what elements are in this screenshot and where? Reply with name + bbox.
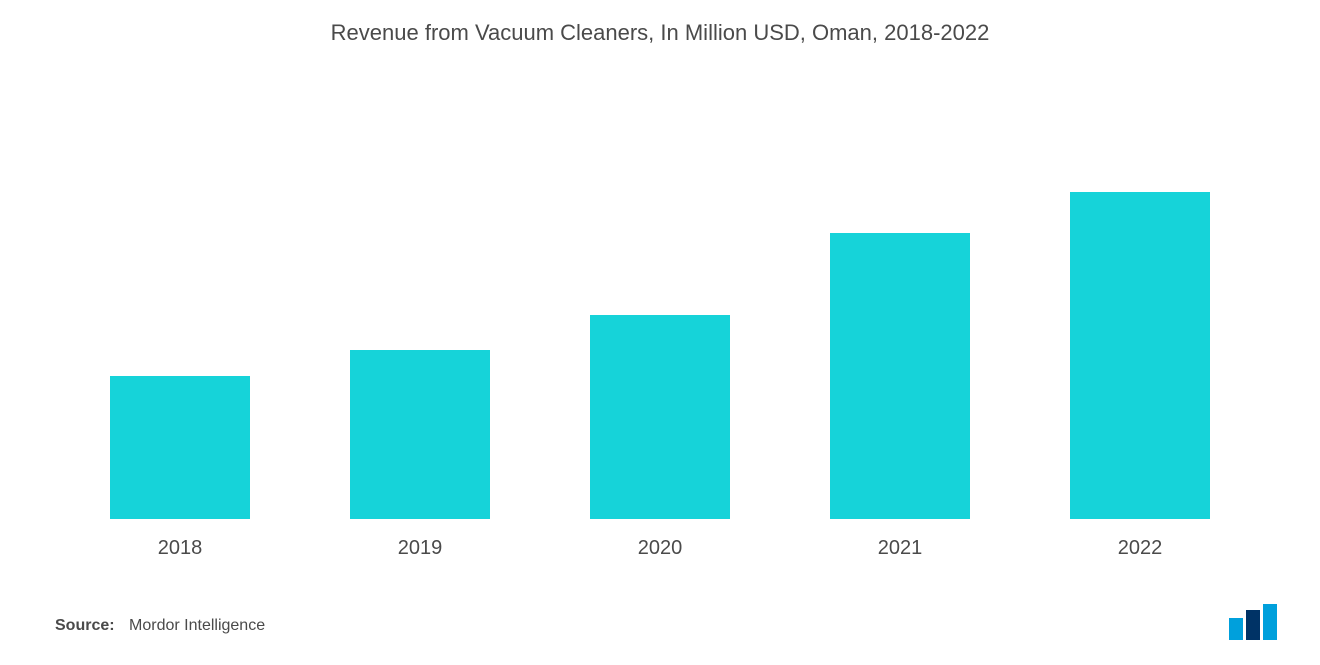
x-label: 2020 (540, 537, 780, 560)
bar-2019 (350, 350, 490, 519)
chart-area (60, 90, 1260, 520)
bar-2020 (590, 315, 730, 519)
bar-slot (540, 90, 780, 519)
bar-slot (300, 90, 540, 519)
source-attribution: Source: Mordor Intelligence (55, 617, 265, 635)
plot (60, 90, 1260, 520)
source-text: Mordor Intelligence (129, 617, 265, 634)
logo-bar-1 (1229, 618, 1243, 640)
x-label: 2019 (300, 537, 540, 560)
logo-bar-2 (1246, 610, 1260, 640)
bar-slot (780, 90, 1020, 519)
bar-slot (1020, 90, 1260, 519)
brand-logo-icon (1229, 604, 1285, 645)
x-label: 2022 (1020, 537, 1260, 560)
chart-title: Revenue from Vacuum Cleaners, In Million… (0, 0, 1320, 46)
bar-slot (60, 90, 300, 519)
source-label: Source: (55, 617, 115, 634)
chart-container: Revenue from Vacuum Cleaners, In Million… (0, 0, 1320, 665)
bar-2018 (110, 376, 250, 519)
bar-2021 (830, 233, 970, 519)
x-label: 2021 (780, 537, 1020, 560)
logo-bar-3 (1263, 604, 1277, 640)
x-label: 2018 (60, 537, 300, 560)
bar-2022 (1070, 192, 1210, 519)
x-axis: 2018 2019 2020 2021 2022 (60, 537, 1260, 560)
